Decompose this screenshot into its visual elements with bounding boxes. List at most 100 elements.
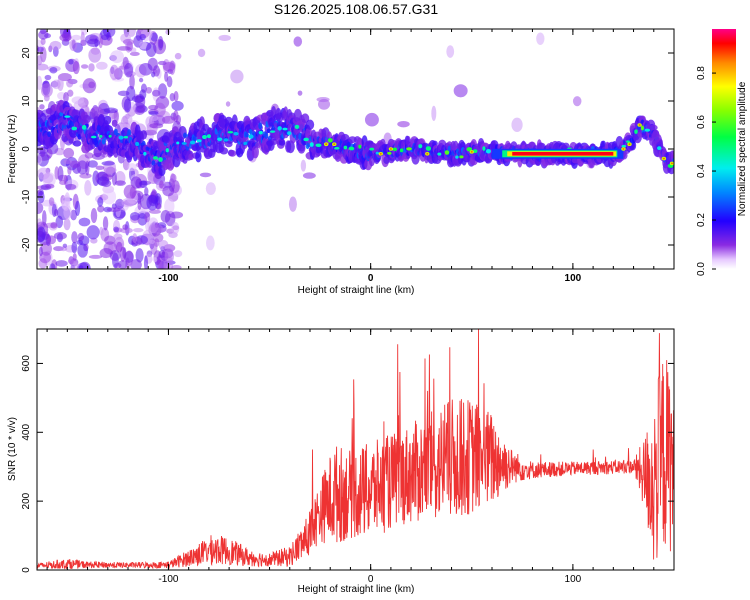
noise-blob (572, 96, 582, 107)
ridge-spot (327, 138, 333, 143)
noise-blob (63, 159, 73, 165)
noise-blob (88, 63, 95, 72)
ridge-halo (219, 147, 229, 155)
noise-blob (65, 183, 77, 190)
ridge-spot (223, 138, 229, 142)
colorbar-tick-label: 0.2 (696, 213, 707, 227)
ridge-core (101, 138, 106, 145)
noise-blob (163, 61, 176, 72)
noise-blob (288, 196, 297, 212)
noise-blob (44, 33, 51, 39)
noise-blob (79, 173, 92, 179)
ridge-spot (425, 146, 432, 151)
ridge-spot (482, 146, 486, 151)
noise-blob (95, 165, 105, 171)
ridge-spot (71, 126, 78, 131)
ridge-spot (108, 134, 112, 138)
noise-blob (127, 29, 137, 37)
colorbar: 0.0 0.2 0.4 0.6 0.8 Normalized spectral ampl… (696, 29, 748, 276)
noise-blob (45, 183, 55, 189)
noise-blob (123, 184, 137, 199)
x-tick-label: 0 (368, 273, 374, 284)
noise-blob (144, 187, 149, 196)
ridge-spot (358, 144, 362, 149)
ridge-spot (118, 135, 124, 140)
ridge-spot (282, 127, 288, 131)
hotspot-core (379, 152, 382, 155)
noise-blob (119, 246, 126, 262)
ridge-core (346, 141, 351, 148)
colorbar-tick-label: 0.8 (696, 66, 707, 80)
snr-marks (37, 329, 674, 570)
noise-blob (164, 198, 175, 214)
ridge-spot (158, 157, 163, 162)
ridge-spot (233, 131, 239, 136)
ridge-halo (140, 130, 148, 140)
noise-blob (293, 36, 303, 47)
spectrogram-x-axis-label: Height of straight line (km) (298, 285, 415, 296)
noise-blob (148, 110, 159, 116)
noise-blob (49, 263, 56, 269)
noise-blob (160, 209, 171, 223)
noise-blob (139, 41, 148, 50)
noise-blob (129, 212, 140, 221)
noise-blob (37, 154, 43, 166)
noise-blob (72, 253, 77, 261)
x-tick-label: 100 (565, 574, 582, 585)
chart-title: S126.2025.108.06.57.G31 (274, 1, 438, 17)
noise-blob (300, 159, 307, 172)
hotspot-core (333, 143, 336, 146)
ridge-spot (181, 142, 187, 145)
ridge-halo (301, 113, 310, 124)
ridge-spot (626, 140, 630, 143)
ridge-spot (455, 155, 459, 159)
noise-blob (53, 208, 59, 217)
ridge-spot (406, 147, 412, 151)
noise-blob (76, 160, 88, 175)
ridge-spot (227, 130, 234, 134)
hotspot-core (622, 148, 625, 150)
noise-blob (37, 63, 49, 71)
noise-blob (77, 243, 89, 258)
noise-blob (135, 248, 144, 263)
hotspot-core (670, 162, 673, 165)
noise-blob (38, 246, 43, 257)
hotspot-core (638, 124, 641, 126)
ridge-spot (309, 142, 314, 147)
ridge-spot (196, 139, 202, 143)
colorbar-tick-label: 0.4 (696, 164, 707, 178)
y-tick-label: -20 (21, 237, 32, 252)
y-tick-label: 20 (21, 47, 32, 59)
noise-blob (121, 198, 136, 208)
noise-blob (109, 64, 119, 80)
noise-blob (88, 254, 103, 259)
ridge-spot (294, 124, 300, 130)
noise-blob (39, 104, 45, 110)
ridge-spot (190, 140, 196, 145)
ridge-halo (251, 145, 259, 159)
noise-blob (80, 64, 89, 69)
ridge-spot (123, 135, 129, 139)
noise-blob (152, 65, 160, 77)
noise-blob (166, 76, 173, 88)
ridge-halo (293, 108, 303, 123)
noise-blob (169, 173, 176, 186)
noise-blob (117, 90, 130, 97)
ridge-halo (72, 140, 82, 147)
noise-blob (123, 98, 132, 113)
noise-blob (82, 78, 97, 94)
noise-blob (68, 59, 74, 65)
noise-blob (62, 243, 68, 248)
noise-blob (46, 235, 57, 245)
ridge-spot (248, 134, 254, 139)
noise-blob (102, 188, 117, 205)
noise-blob (125, 113, 130, 120)
noise-blob (40, 83, 53, 98)
ridge-halo (195, 150, 202, 163)
ridge-spot (269, 130, 276, 133)
noise-blob (63, 147, 75, 159)
ridge-spot (334, 146, 340, 150)
noise-blob (143, 255, 149, 269)
ridge-core (47, 131, 52, 138)
noise-blob (129, 73, 135, 90)
